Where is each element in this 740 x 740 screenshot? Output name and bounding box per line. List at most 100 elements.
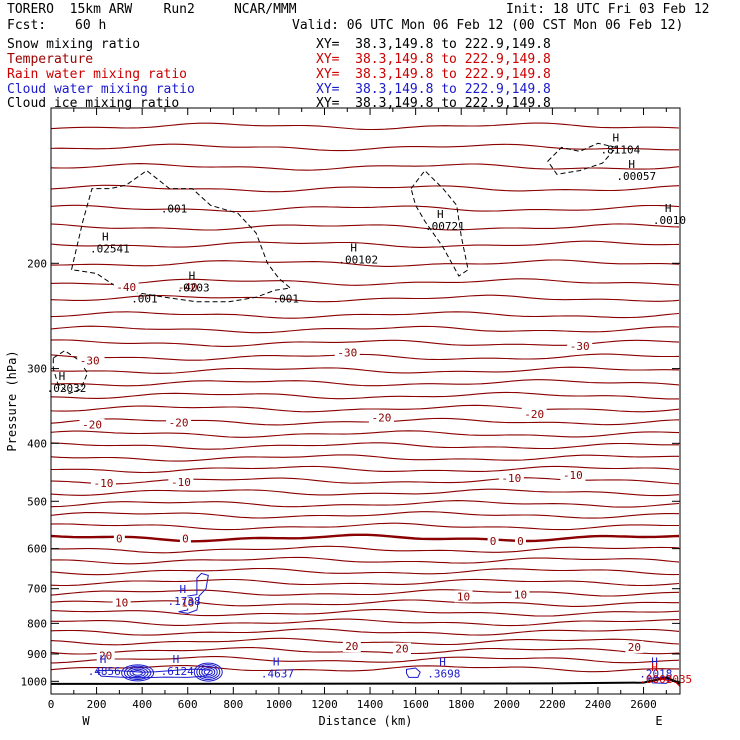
y-tick-label: 200 [27, 257, 47, 270]
isotherm-group [51, 122, 680, 673]
isotherm-label-bg [113, 532, 125, 545]
east-label: E [655, 714, 662, 728]
isotherm-label: -20 [372, 411, 392, 424]
isotherm-label-bg [342, 640, 361, 653]
isotherm-label: 0 [517, 535, 524, 548]
x-axis: 0 200 400 600 800 1000 1200 1400 1600 1800 2000 220… [48, 108, 667, 728]
x-tick-label: 1400 [357, 698, 384, 711]
isotherm-line [51, 278, 680, 286]
isotherm-line [51, 240, 680, 248]
isotherm-line [51, 647, 680, 655]
cloudwater-ring [129, 668, 146, 678]
isotherm-line [51, 353, 680, 361]
maximum-marker: H [273, 656, 280, 669]
isotherm-label-bg [166, 416, 192, 429]
maximum-value-label: .0002035 [639, 673, 692, 686]
isotherm-line [51, 391, 679, 400]
maximum-marker: H [59, 370, 66, 383]
maximum-value-label: .02032 [47, 382, 87, 395]
isotherm-line [51, 578, 680, 587]
y-tick-label: 600 [27, 543, 47, 556]
forecast-label: Fcst: [7, 18, 47, 33]
isotherm-label-bg [168, 475, 194, 488]
maximum-marker: H [437, 208, 444, 221]
maximum-marker: H [651, 661, 658, 674]
snow-contour [410, 169, 469, 277]
y-axis-title: Pressure (hPa) [5, 350, 19, 451]
isotherm-line [51, 488, 680, 497]
isotherm-label: -40 [178, 281, 198, 294]
isotherm-label-bg [454, 590, 473, 603]
isotherm-line [51, 259, 680, 267]
y-tick-label: 900 [27, 648, 47, 661]
plot-frame [50, 107, 681, 695]
isotherm-line [51, 637, 680, 646]
legend-cloudwater-name: Cloud water mixing ratio [7, 82, 195, 97]
isotherm-label: -10 [501, 472, 521, 485]
isotherm-line [51, 500, 680, 508]
isotherm-label: 20 [345, 640, 358, 653]
legend-temperature-name: Temperature [7, 52, 94, 67]
isotherm-label-bg [90, 476, 116, 489]
maximum-marker: H [612, 131, 619, 144]
isotherm-line [51, 204, 680, 213]
isotherm-line [51, 589, 680, 597]
isotherm-label-bg [487, 535, 499, 548]
isotherm-line [51, 608, 680, 617]
snow-contour-label: .001 [272, 292, 299, 305]
y-tick-label: 700 [27, 583, 47, 596]
isotherm-label-bg [511, 588, 530, 601]
isotherm-label-bg [334, 346, 360, 359]
isotherm-line [51, 442, 679, 450]
isotherm-label: -40 [116, 281, 136, 294]
isotherm-line [51, 628, 680, 636]
cloudwater-ring [193, 662, 223, 682]
x-tick-label: 600 [178, 698, 198, 711]
maximum-value-label: .1738 [167, 595, 200, 608]
isotherm-label-bg [521, 407, 547, 420]
legend-rain-name: Rain water mixing ratio [7, 67, 188, 82]
maximum-marker: H [628, 158, 635, 171]
isotherm-label: -30 [337, 347, 357, 360]
isotherm-label-bg [514, 535, 526, 548]
x-tick-label: 2000 [494, 698, 521, 711]
maximum-marker: H [665, 202, 672, 215]
isotherm-line [51, 665, 679, 673]
isotherm-label-bg [368, 411, 394, 424]
isotherm-label: -10 [93, 477, 113, 490]
cloudwater-group [51, 572, 680, 687]
isotherm-label-bg [179, 532, 191, 545]
x-tick-label: 1200 [311, 698, 338, 711]
cloudwater-ring [126, 667, 149, 679]
maximum-value-label: .0010 [653, 214, 686, 227]
isotherm-label-bg [567, 340, 593, 353]
snow-contour-label: .001 [131, 292, 158, 305]
isotherm-line [51, 311, 680, 319]
maximum-value-label: .6124 [161, 665, 194, 678]
isotherm-label-bg [96, 649, 115, 662]
isotherm-label-bg [77, 354, 103, 367]
legend-snow-xy: XY= 38.3,149.8 to 222.9,149.8 [316, 37, 551, 52]
isotherm-label: 0 [490, 535, 497, 548]
cloudwater-ring [121, 664, 155, 682]
isotherm-label: 0 [116, 532, 123, 545]
snow-contour [52, 350, 89, 394]
legend-snow-name: Snow mixing ratio [7, 37, 141, 52]
isotherm-label: 10 [457, 590, 470, 603]
isotherm-line [51, 430, 680, 438]
cloudwater-ring [132, 669, 143, 676]
isotherm-label: 20 [99, 650, 112, 663]
y-tick-label: 300 [27, 363, 47, 376]
isotherm-line [51, 417, 680, 426]
snow-contour [547, 142, 618, 175]
init-time: Init: 18 UTC Fri 03 Feb 12 [506, 2, 710, 17]
isotherm-line [51, 325, 680, 334]
cloudwater-ring [203, 668, 213, 676]
isotherm-line [51, 511, 680, 519]
isotherm-label: -20 [169, 416, 189, 429]
isotherm-line [51, 122, 680, 131]
isotherm-line [51, 545, 680, 554]
maximum-value-label: .81104 [600, 143, 640, 156]
isotherm-label: 10 [181, 596, 194, 609]
